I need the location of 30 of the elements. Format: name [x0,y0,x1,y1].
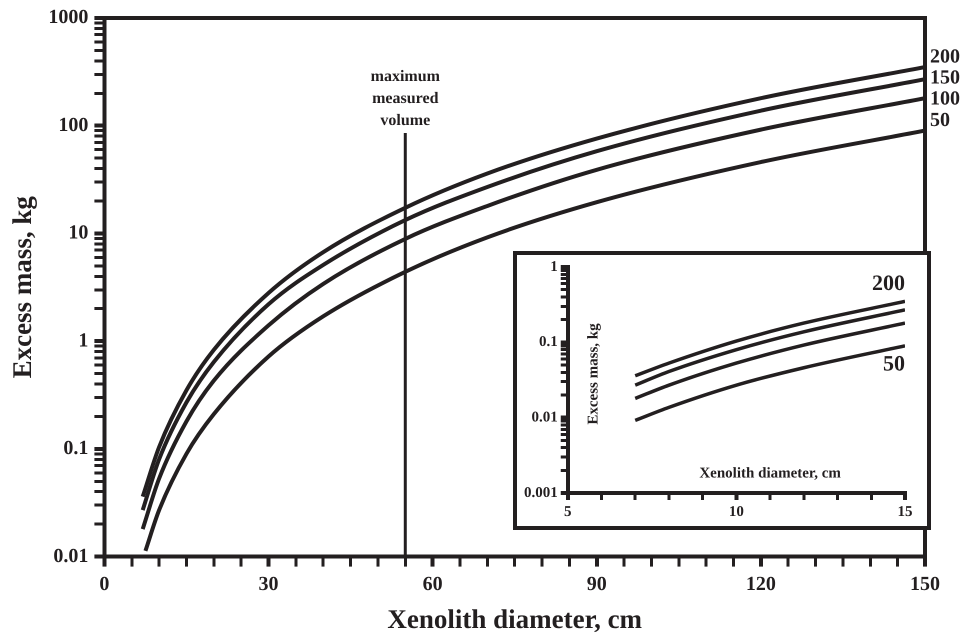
y-tick-label: 0.01 [53,544,88,567]
x-axis-title: Xenolith diameter, cm [387,604,643,634]
series-label: 50 [883,350,905,376]
y-tick-label: 0.001 [524,484,558,501]
y-tick-label: 1000 [48,6,88,28]
x-tick-label: 90 [586,572,607,595]
series-label: 200 [930,45,960,68]
x-tick-label: 30 [258,572,279,595]
series-label: 100 [930,87,960,110]
x-tick-label: 120 [746,572,776,595]
x-tick-label: 5 [564,504,572,520]
y-tick-label: 100 [58,114,88,136]
y-tick-label: 1 [550,258,558,275]
y-axis-title: Excess mass, kg [586,322,602,425]
x-axis-title: Xenolith diameter, cm [699,465,842,482]
x-tick-label: 0 [99,572,110,595]
series-label: 150 [930,66,960,88]
ref-line-label: maximum measured volume [370,68,441,129]
y-tick-label: 0.1 [539,334,558,350]
y-axis-title: Excess mass, kg [7,196,38,378]
series-label: 50 [930,108,950,131]
x-tick-label: 60 [422,572,443,595]
y-tick-label: 10 [68,222,88,244]
x-tick-label: 15 [898,504,912,520]
series-label: 200 [872,270,905,296]
x-tick-label: 150 [910,572,940,595]
x-tick-label: 10 [728,504,744,520]
y-tick-label: 1 [78,329,88,352]
y-tick-label: 0.1 [63,437,88,460]
y-tick-label: 0.01 [532,410,558,426]
